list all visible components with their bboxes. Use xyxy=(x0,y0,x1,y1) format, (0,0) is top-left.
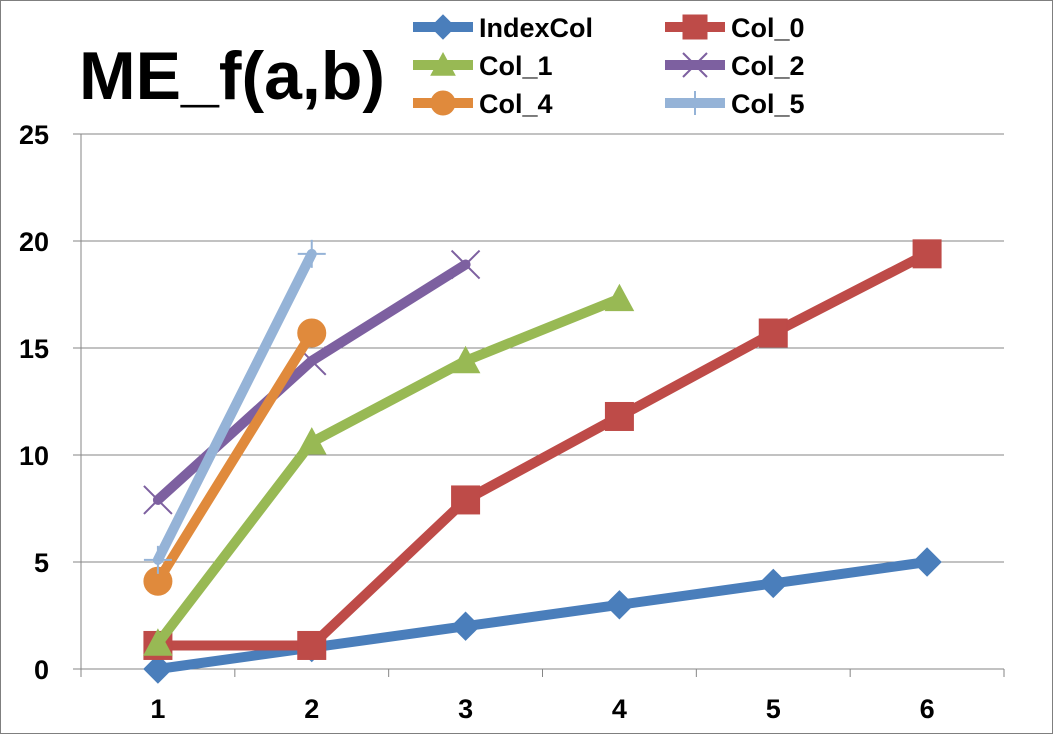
point-indexcol-6 xyxy=(912,547,942,577)
legend-marker-col-1 xyxy=(430,51,456,76)
point-col-0-5 xyxy=(758,318,788,348)
point-col-0-6 xyxy=(912,239,942,269)
legend-label-col-4: Col_4 xyxy=(479,89,553,119)
point-indexcol-5 xyxy=(758,568,788,599)
point-col-2-3-stroke-b xyxy=(450,249,481,280)
legend-item-col-0: Col_0 xyxy=(665,13,805,43)
point-col-2-1 xyxy=(143,485,173,515)
point-col-1-1 xyxy=(143,628,173,656)
legend-item-col-4: Col_4 xyxy=(413,89,553,119)
y-axis: 0 5 10 15 20 25 xyxy=(19,120,82,685)
x-tick-label-4: 4 xyxy=(612,694,627,724)
x-tick-label-5: 5 xyxy=(766,694,781,724)
series-indexcol xyxy=(143,547,942,684)
series-col-0 xyxy=(143,239,942,660)
x-tick-label-3: 3 xyxy=(458,694,473,724)
legend-label-col-1: Col_1 xyxy=(479,51,553,81)
y-tick-label-0: 0 xyxy=(34,655,49,685)
point-indexcol-1 xyxy=(143,654,173,684)
x-tick-label-6: 6 xyxy=(920,694,935,724)
y-tick-label-10: 10 xyxy=(19,441,49,471)
point-indexcol-3 xyxy=(450,611,481,641)
point-col-1-4 xyxy=(604,283,635,312)
gridlines xyxy=(81,133,1004,563)
point-col-2-2-stroke-b xyxy=(297,346,327,376)
legend-item-col-1: Col_1 xyxy=(413,51,553,81)
x-tick-label-2: 2 xyxy=(304,694,319,724)
legend: IndexCol Col_0 Col_1 Col_2 Col_4 Col_5 xyxy=(413,13,805,119)
series-line-indexcol xyxy=(152,557,933,674)
y-tick-label-5: 5 xyxy=(34,548,49,578)
series-col-4 xyxy=(143,318,327,596)
legend-marker-col-0 xyxy=(682,14,708,40)
series-col-1 xyxy=(143,283,635,656)
y-tick-label-15: 15 xyxy=(19,334,49,364)
point-indexcol-4 xyxy=(604,590,635,620)
legend-item-col-2: Col_2 xyxy=(665,51,805,81)
legend-label-col-5: Col_5 xyxy=(731,89,805,119)
point-col-0-3 xyxy=(451,485,481,515)
legend-marker-col-2 xyxy=(682,52,708,78)
legend-label-col-2: Col_2 xyxy=(731,51,805,81)
x-tick-label-1: 1 xyxy=(150,694,165,724)
legend-marker-col-5 xyxy=(683,91,707,115)
point-col-0-2 xyxy=(297,630,327,660)
legend-marker-indexcol xyxy=(430,14,456,40)
point-col-2-3 xyxy=(450,249,481,280)
y-tick-label-25: 25 xyxy=(19,120,49,150)
series-line-col-0 xyxy=(152,248,933,651)
legend-marker-col-2-stroke-b xyxy=(682,52,708,78)
series-col-5 xyxy=(143,239,326,574)
legend-label-indexcol: IndexCol xyxy=(479,13,593,43)
point-col-1-2 xyxy=(296,427,327,455)
series-line-col-1 xyxy=(152,293,625,649)
x-axis: 1 2 3 4 5 6 xyxy=(80,668,1005,724)
legend-item-col-5: Col_5 xyxy=(665,89,805,119)
series-line-col-5 xyxy=(152,248,317,565)
point-col-4-2 xyxy=(297,318,327,348)
series-line-col-4 xyxy=(152,328,317,587)
point-col-2-1-stroke-b xyxy=(143,485,173,515)
legend-item-indexcol: IndexCol xyxy=(413,13,593,43)
point-col-5-1 xyxy=(143,545,172,574)
point-col-5-2 xyxy=(297,239,326,268)
point-col-1-3 xyxy=(450,345,481,374)
point-col-0-4 xyxy=(604,401,634,431)
y-tick-label-20: 20 xyxy=(19,227,49,257)
series-group xyxy=(143,239,942,684)
chart-title: ME_f(a,b) xyxy=(79,38,385,114)
legend-marker-col-4 xyxy=(430,90,456,116)
legend-label-col-0: Col_0 xyxy=(731,13,805,43)
